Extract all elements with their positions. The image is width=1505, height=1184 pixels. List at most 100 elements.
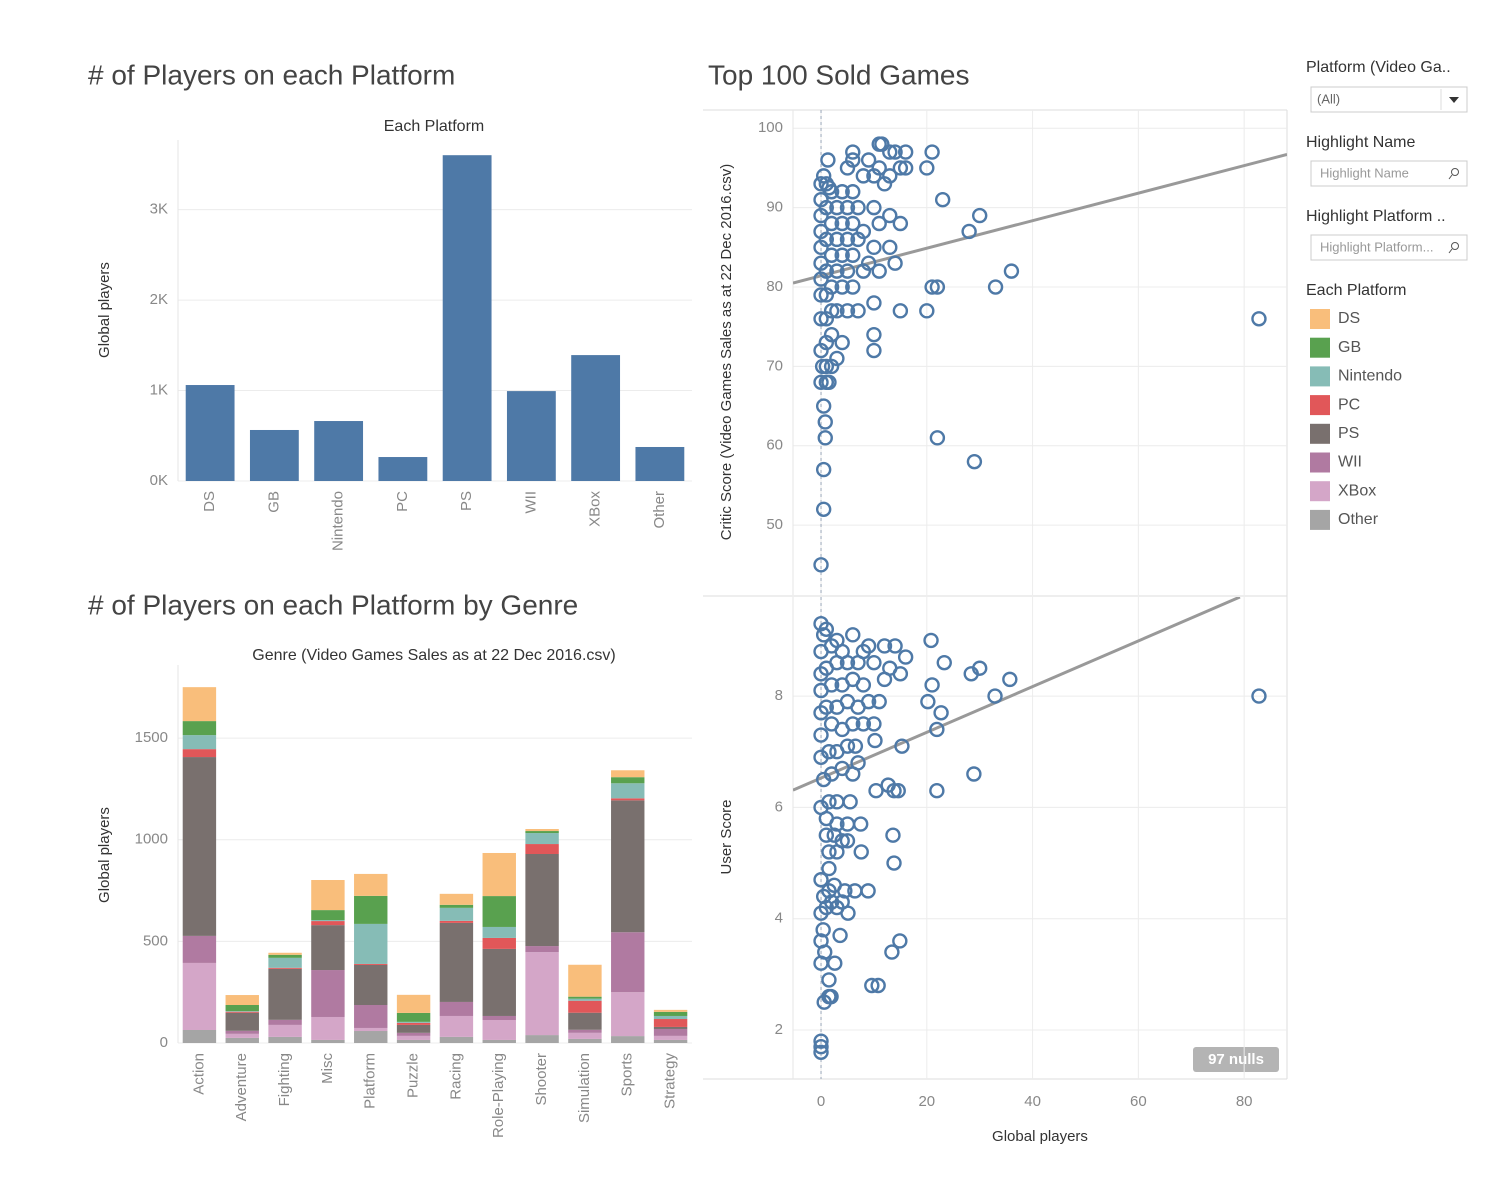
- scatter-point: [884, 944, 900, 960]
- scatter-point: [815, 501, 832, 517]
- y-axis-title: Global players: [96, 262, 113, 358]
- y-tick-label: 500: [143, 932, 168, 949]
- bar-segment: [568, 1012, 602, 1030]
- bar-segment: [482, 926, 516, 938]
- bar-segment: [225, 1030, 259, 1034]
- bar-segment: [568, 1000, 602, 1013]
- bar-segment: [268, 967, 302, 969]
- scatter-point: [929, 430, 946, 446]
- legend-swatch: [1310, 423, 1330, 444]
- bar-segment: [225, 1004, 259, 1012]
- scatter-point: [933, 705, 949, 721]
- scatter-point: [1251, 688, 1267, 704]
- scatter-point: [853, 816, 869, 832]
- legend-swatch: [1310, 481, 1330, 502]
- search-icon[interactable]: [1448, 248, 1453, 254]
- scatter-point: [866, 326, 882, 343]
- bar-segment: [653, 1026, 688, 1029]
- scatter-point: [868, 782, 884, 799]
- scatter-point: [882, 207, 898, 224]
- bar: [571, 355, 621, 481]
- scatter-point: [823, 988, 839, 1005]
- bar-segment: [396, 1039, 431, 1043]
- scatter-point: [853, 844, 869, 860]
- bar-segment: [354, 895, 388, 924]
- scatter-point: [829, 199, 845, 216]
- scatter-point: [892, 160, 909, 176]
- dropdown-value[interactable]: (All): [1317, 91, 1340, 106]
- bar-segment: [225, 1037, 259, 1043]
- chart-title: Top 100 Sold Games: [708, 59, 970, 90]
- scatter-point: [892, 933, 908, 949]
- bar-segment: [611, 992, 645, 1037]
- bar-segment: [311, 1016, 345, 1040]
- nulls-label[interactable]: 97 nulls: [1208, 1051, 1264, 1068]
- bar: [635, 446, 685, 481]
- chart-title: # of Players on each Platform: [88, 59, 455, 90]
- scatter-point: [813, 223, 829, 240]
- y-tick-label: 2: [775, 1021, 783, 1038]
- scatter-point: [821, 972, 837, 988]
- x-tick-label: PS: [458, 491, 475, 511]
- chart-title: # of Players on each Platform by Genre: [88, 589, 578, 620]
- scatter-point: [924, 279, 940, 295]
- scatter-point: [882, 144, 898, 160]
- scatter-point: [813, 255, 829, 271]
- scatter-point: [845, 627, 861, 643]
- bar-segment: [568, 1029, 602, 1033]
- nulls-badge[interactable]: [1193, 1047, 1279, 1072]
- search-icon[interactable]: [1451, 168, 1459, 176]
- search-box[interactable]: [1310, 234, 1468, 261]
- scatter-point: [866, 295, 882, 311]
- y-axis-title: Critic Score (Video Games Sales as at 22…: [718, 164, 735, 541]
- bar: [185, 385, 235, 481]
- bar-segment: [396, 1012, 431, 1022]
- bar-segment: [268, 1024, 302, 1037]
- scatter-point: [850, 303, 866, 319]
- search-box[interactable]: [1310, 160, 1468, 187]
- search-icon[interactable]: [1448, 174, 1453, 180]
- x-tick-label: Other: [651, 491, 668, 529]
- legend-label: PS: [1338, 425, 1359, 442]
- x-tick-label: 40: [1024, 1093, 1041, 1110]
- bar-segment: [182, 749, 217, 758]
- bar-segment: [311, 880, 345, 911]
- scatter-point: [855, 223, 872, 240]
- scatter-point: [919, 160, 935, 176]
- search-placeholder[interactable]: Highlight Platform...: [1320, 239, 1433, 254]
- bar-segment: [525, 831, 559, 834]
- y-tick-label: 70: [766, 357, 783, 374]
- scatter-point: [817, 414, 833, 430]
- bar-segment: [482, 896, 516, 927]
- bar-segment: [653, 1028, 688, 1036]
- dropdown-arrow[interactable]: [1449, 97, 1459, 103]
- scatter-point: [818, 358, 835, 375]
- scatter-point: [827, 955, 843, 971]
- scatter-point: [834, 215, 850, 232]
- bar: [249, 429, 299, 481]
- bar-segment: [354, 1004, 388, 1028]
- search-icon[interactable]: [1451, 242, 1459, 250]
- scatter-point: [871, 693, 887, 710]
- scatter-point: [866, 239, 882, 256]
- scatter-point: [845, 184, 861, 200]
- bar-segment: [482, 937, 516, 949]
- scatter-point: [821, 794, 837, 810]
- scatter-point: [818, 827, 835, 843]
- legend-swatch: [1310, 309, 1330, 329]
- x-tick-label: Racing: [447, 1053, 464, 1100]
- bar-segment: [311, 921, 345, 926]
- bar-segment: [525, 844, 559, 854]
- bar-segment: [225, 1012, 259, 1031]
- scatter-point: [823, 677, 840, 693]
- scatter-point: [860, 255, 877, 271]
- search-placeholder[interactable]: Highlight Name: [1320, 165, 1409, 180]
- scatter-point: [866, 199, 882, 216]
- scatter-point: [924, 677, 940, 693]
- legend-label: XBox: [1338, 482, 1376, 499]
- scatter-point: [860, 693, 877, 710]
- bar-segment: [182, 935, 217, 963]
- x-tick-label: Sports: [619, 1053, 636, 1096]
- x-tick-label: 80: [1236, 1093, 1253, 1110]
- bar-segment: [439, 920, 474, 923]
